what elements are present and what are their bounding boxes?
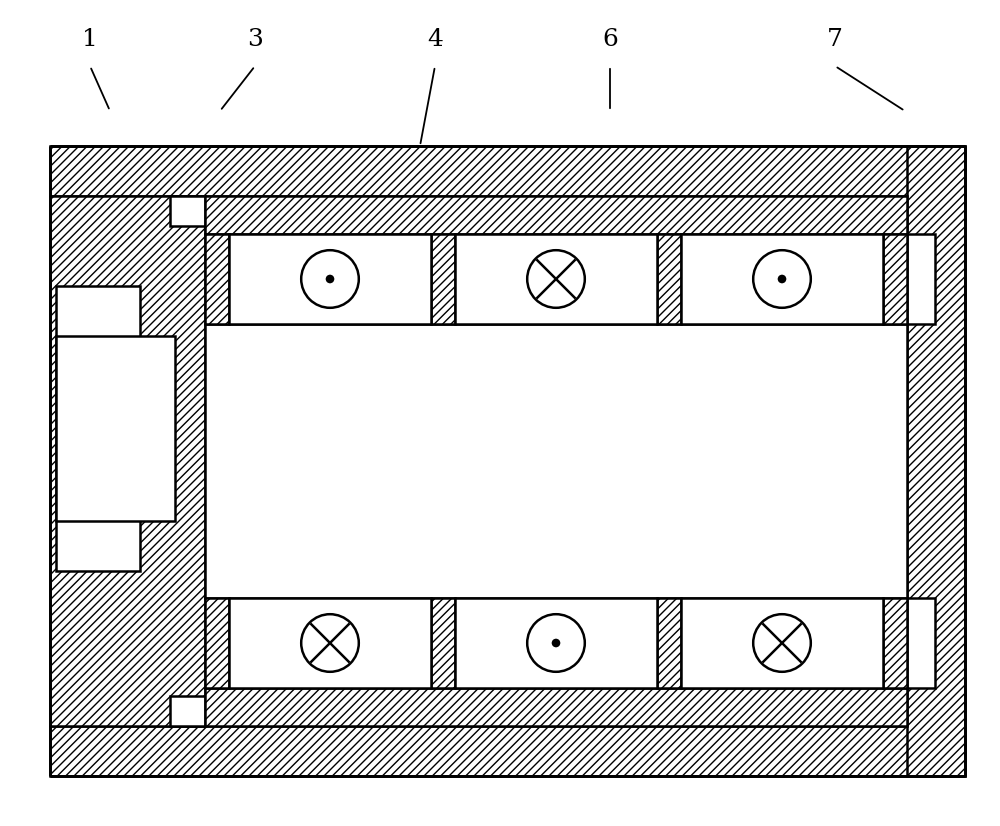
Bar <box>883 234 907 324</box>
Circle shape <box>552 638 560 648</box>
Bar <box>431 234 455 324</box>
Bar <box>170 696 205 726</box>
Bar <box>883 598 907 688</box>
Text: 1: 1 <box>82 28 98 51</box>
Bar <box>907 598 935 688</box>
Bar <box>50 146 965 196</box>
Bar <box>50 726 965 776</box>
Bar <box>907 234 935 324</box>
Bar <box>205 196 907 234</box>
Bar <box>681 598 883 688</box>
Circle shape <box>301 615 359 672</box>
Bar <box>455 234 657 324</box>
Bar <box>657 598 681 688</box>
Text: 3: 3 <box>247 28 263 51</box>
Bar <box>205 324 907 598</box>
Bar <box>907 146 965 776</box>
Bar <box>657 234 681 324</box>
Bar <box>205 234 229 324</box>
Bar <box>681 234 883 324</box>
Circle shape <box>301 250 359 308</box>
Text: 7: 7 <box>827 28 843 51</box>
Bar <box>455 598 657 688</box>
Circle shape <box>778 275 786 283</box>
Bar <box>229 234 431 324</box>
Bar <box>229 598 431 688</box>
Circle shape <box>753 615 811 672</box>
Bar <box>56 336 175 521</box>
Bar <box>170 196 205 226</box>
Bar <box>205 598 229 688</box>
Circle shape <box>527 250 585 308</box>
Bar <box>205 688 907 726</box>
Text: 4: 4 <box>427 28 443 51</box>
Bar <box>431 598 455 688</box>
Circle shape <box>326 275 334 283</box>
Bar <box>50 196 205 726</box>
Text: 6: 6 <box>602 28 618 51</box>
Bar <box>56 286 140 571</box>
Circle shape <box>527 615 585 672</box>
Circle shape <box>753 250 811 308</box>
